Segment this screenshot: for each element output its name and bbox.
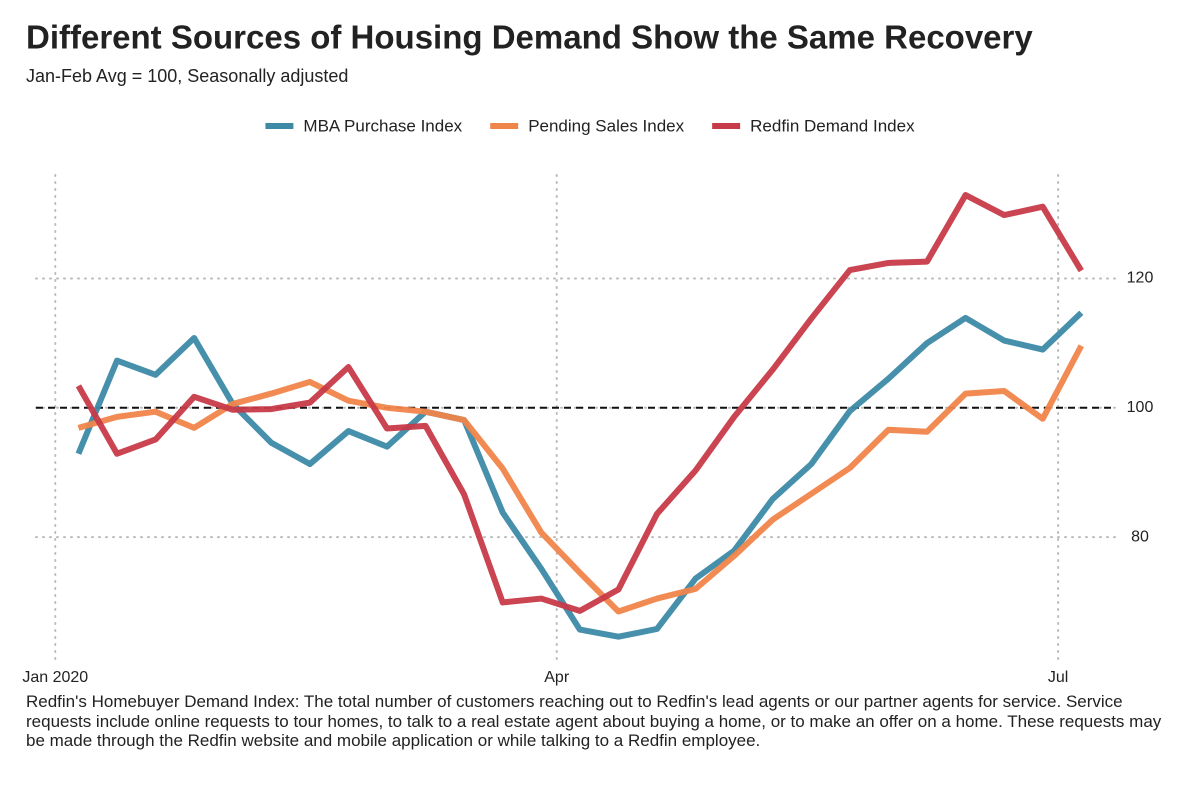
footnote: Redfin's Homebuyer Demand Index: The tot… (26, 692, 1162, 750)
legend-label: Redfin Demand Index (750, 116, 915, 135)
series-line (75, 192, 1084, 614)
series-line (77, 344, 1084, 615)
y-tick-label: 80 (1131, 528, 1149, 545)
y-tick-label: 100 (1127, 399, 1154, 416)
series-line (75, 310, 1084, 640)
y-tick-label: 120 (1127, 270, 1154, 287)
x-tick-label: Jul (1048, 669, 1068, 686)
x-tick-label: Jan 2020 (22, 669, 88, 686)
chart-title: Different Sources of Housing Demand Show… (26, 19, 1033, 56)
legend-label: MBA Purchase Index (303, 116, 462, 135)
chart-subtitle: Jan-Feb Avg = 100, Seasonally adjusted (26, 66, 348, 86)
chart: Different Sources of Housing Demand Show… (22, 19, 1154, 687)
legend-label: Pending Sales Index (528, 116, 684, 135)
x-tick-label: Apr (544, 669, 570, 686)
